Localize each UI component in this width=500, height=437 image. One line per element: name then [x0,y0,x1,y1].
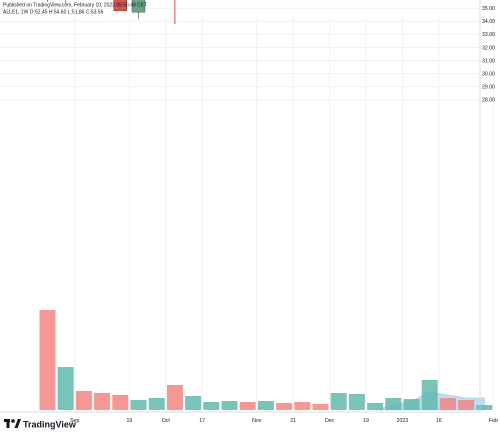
date-tick-label: 17 [199,418,205,424]
volume-bar [240,402,256,410]
ohlc-legend: ALLE1, 1W O:52.45 H:54.60 L:51.86 C:53.5… [3,10,104,16]
published-note: Published on TradingView.com, February 1… [3,3,147,9]
volume-bar [349,394,365,410]
price-tick-label: 35.00 [482,6,495,12]
date-tick-label: 19 [127,418,133,424]
volume-bar [112,395,128,410]
price-tick-label: 30.00 [482,71,495,77]
volume-bar [76,391,92,410]
volume-bar [222,401,238,410]
volume-bar [313,404,329,410]
volume-bar [367,403,383,410]
date-tick-label: Nov [252,418,262,424]
price-tick-label: 34.00 [482,19,495,25]
date-tick-label: 2023 [397,418,409,424]
volume-bar [404,399,420,410]
date-tick-label: Feb [489,418,498,424]
price-tick-label: 28.00 [482,98,495,104]
price-tick-label: 29.00 [482,84,495,90]
tradingview-logo-text: TradingView [23,420,77,430]
volume-bar [185,396,201,410]
volume-bar [167,385,183,410]
volume-bar [476,405,492,410]
volume-bar [458,400,474,410]
volume-bar [40,310,56,410]
volume-bar [58,367,74,410]
date-tick-label: 21 [290,418,296,424]
volume-bar [294,402,310,410]
volume-bar [203,402,219,410]
price-tick-label: 31.00 [482,58,495,64]
date-tick-label: Oct [162,418,171,424]
volume-bar [94,393,110,410]
price-tick-label: 32.00 [482,45,495,51]
volume-bar [276,403,292,410]
volume-bar [331,393,347,410]
volume-bar [440,398,456,410]
date-tick-label: 16 [436,418,442,424]
volume-bar [131,400,147,410]
date-tick-label: 19 [363,418,369,424]
volume-bar [385,398,401,410]
volume-bar [149,398,165,410]
volume-bar [422,380,438,410]
price-tick-label: 33.00 [482,32,495,38]
volume-bar [258,401,274,410]
date-tick-label: Dec [325,418,335,424]
